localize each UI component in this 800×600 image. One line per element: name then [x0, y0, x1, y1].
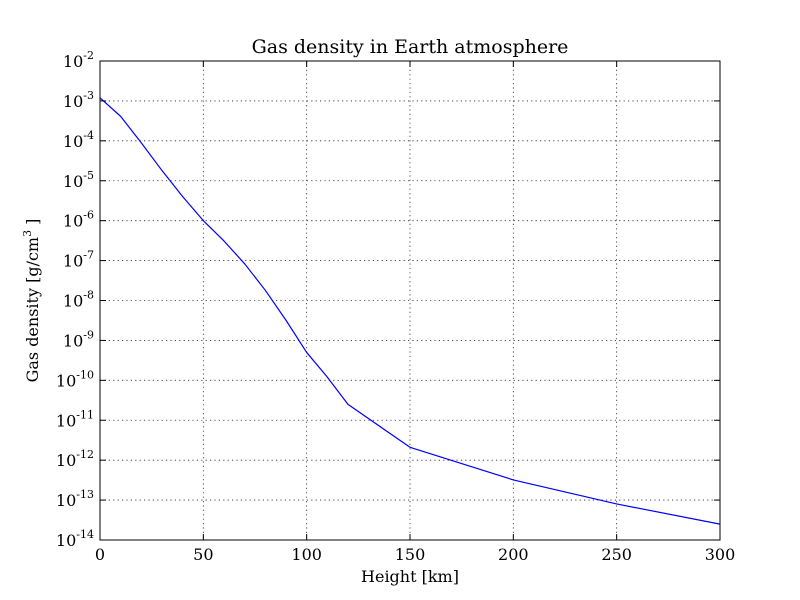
x-tick-label: 250	[601, 545, 632, 564]
y-tick-base: 10	[63, 52, 83, 71]
y-tick-exponent: -6	[83, 209, 94, 222]
y-axis-label-superscript: 3	[21, 230, 34, 237]
y-tick-base: 10	[56, 531, 76, 550]
ticks	[99, 60, 721, 541]
y-tick-exponent: -12	[76, 448, 94, 461]
y-axis-label: Gas density [g/cm3 ]	[21, 219, 42, 383]
y-axis-label-suffix: ]	[23, 219, 42, 230]
y-tick-label: 10-12	[56, 448, 94, 470]
x-tick-label: 0	[95, 545, 105, 564]
y-tick-base: 10	[63, 292, 83, 311]
y-tick-label: 10-14	[56, 528, 94, 550]
y-tick-label: 10-3	[63, 89, 94, 111]
y-tick-label: 10-10	[56, 368, 94, 390]
y-tick-labels: 10-1410-1310-1210-1110-1010-910-810-710-…	[56, 49, 94, 550]
y-tick-exponent: -10	[76, 368, 94, 381]
y-tick-base: 10	[63, 132, 83, 151]
y-tick-exponent: -2	[83, 49, 94, 62]
y-tick-exponent: -7	[83, 249, 94, 262]
y-tick-exponent: -13	[76, 488, 94, 501]
series-line	[99, 97, 721, 525]
y-tick-base: 10	[56, 451, 76, 470]
x-axis-label: Height [km]	[361, 567, 459, 586]
y-tick-base: 10	[63, 92, 83, 111]
y-tick-exponent: -14	[76, 528, 94, 541]
y-tick-exponent: -5	[83, 169, 94, 182]
y-tick-exponent: -9	[83, 328, 94, 341]
x-tick-labels: 0 50 100 150 200 250 300	[95, 545, 735, 564]
y-tick-base: 10	[63, 331, 83, 350]
y-tick-base: 10	[56, 491, 76, 510]
series-group	[99, 97, 721, 525]
y-tick-base: 10	[56, 371, 76, 390]
x-tick-label: 300	[705, 545, 736, 564]
y-tick-base: 10	[63, 212, 83, 231]
y-tick-base: 10	[63, 172, 83, 191]
y-tick-label: 10-8	[63, 289, 94, 311]
y-tick-label: 10-13	[56, 488, 94, 510]
x-tick-label: 200	[498, 545, 529, 564]
y-tick-exponent: -11	[76, 408, 94, 421]
y-tick-exponent: -3	[83, 89, 94, 102]
y-tick-label: 10-5	[63, 169, 94, 191]
grid	[99, 60, 721, 541]
x-tick-label: 150	[395, 545, 426, 564]
y-tick-label: 10-7	[63, 249, 94, 271]
y-tick-label: 10-6	[63, 209, 94, 231]
y-tick-exponent: -8	[83, 289, 94, 302]
y-tick-label: 10-4	[63, 129, 94, 151]
y-tick-base: 10	[56, 411, 76, 430]
chart-title: Gas density in Earth atmosphere	[252, 36, 569, 58]
y-axis-label-main: Gas density [g/cm	[23, 237, 42, 383]
x-tick-label: 50	[193, 545, 213, 564]
y-tick-label: 10-2	[63, 49, 94, 71]
x-tick-label: 100	[291, 545, 322, 564]
y-tick-label: 10-9	[63, 328, 94, 350]
y-tick-label: 10-11	[56, 408, 94, 430]
y-tick-base: 10	[63, 252, 83, 271]
y-tick-exponent: -4	[83, 129, 94, 142]
